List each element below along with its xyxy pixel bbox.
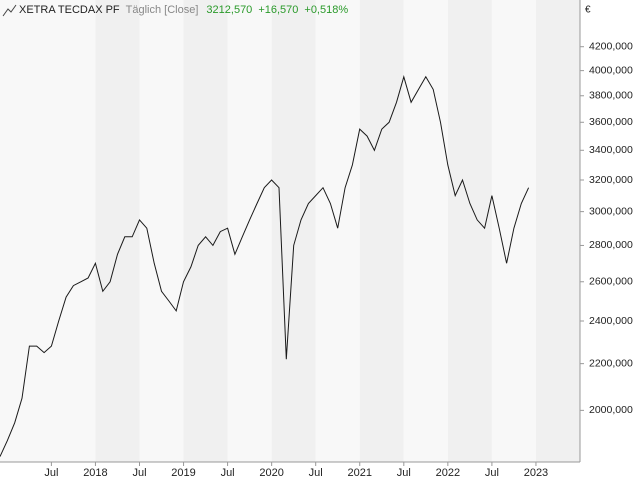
y-tick-label: 2200,000: [589, 357, 633, 369]
y-tick-label: 2000,000: [589, 404, 633, 416]
y-tick-label: 2800,000: [589, 239, 633, 251]
x-tick-label: 2020: [259, 467, 283, 479]
y-tick-label: 4200,000: [589, 40, 633, 52]
y-tick-label: 3400,000: [589, 144, 633, 156]
background-band: [359, 0, 404, 462]
y-unit: €: [585, 5, 591, 16]
x-tick-label: 2023: [524, 467, 548, 479]
chart-icon: [2, 4, 17, 17]
x-tick-label: 2018: [83, 467, 107, 479]
last-value: 3212,570: [206, 4, 252, 16]
x-tick-label: Jul: [309, 467, 323, 479]
background-band: [447, 0, 492, 462]
background-band: [491, 0, 536, 462]
background-band: [227, 0, 272, 462]
chart-subtitle: Täglich [Close]: [126, 4, 199, 16]
x-tick-label: Jul: [44, 467, 58, 479]
background-band: [315, 0, 360, 462]
background-band: [51, 0, 96, 462]
x-tick-label: Jul: [132, 467, 146, 479]
x-tick-label: Jul: [397, 467, 411, 479]
change: +16,570: [258, 4, 298, 16]
background-band: [95, 0, 140, 462]
y-tick-label: 3000,000: [589, 205, 633, 217]
background-band: [403, 0, 448, 462]
x-tick-label: Jul: [221, 467, 235, 479]
change-percent: +0,518%: [304, 4, 348, 16]
y-tick-label: 4000,000: [589, 64, 633, 76]
chart-title: XETRA TECDAX PF: [19, 4, 120, 16]
background-band: [535, 0, 580, 462]
background-band: [0, 0, 52, 462]
y-tick-label: 3200,000: [589, 174, 633, 186]
x-tick-label: 2021: [348, 467, 372, 479]
background-band: [139, 0, 184, 462]
background-band: [183, 0, 228, 462]
price-line: [0, 74, 530, 457]
y-tick-label: 3800,000: [589, 90, 633, 102]
background-band: [271, 0, 316, 462]
x-tick-label: 2022: [436, 467, 460, 479]
y-tick-label: 2600,000: [589, 276, 633, 288]
x-tick-label: Jul: [485, 467, 499, 479]
x-tick-label: 2019: [171, 467, 195, 479]
y-tick-label: 3600,000: [589, 116, 633, 128]
y-tick-label: 2400,000: [589, 315, 633, 327]
